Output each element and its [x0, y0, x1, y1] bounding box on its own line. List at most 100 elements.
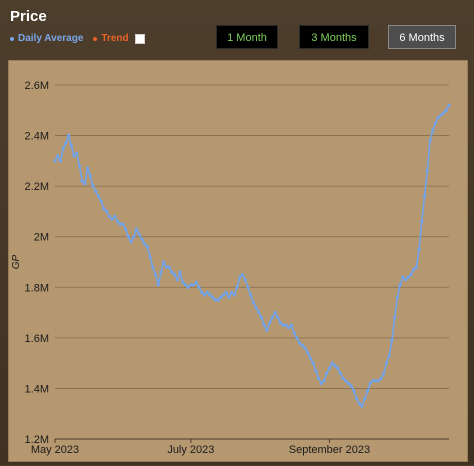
data-point	[64, 141, 68, 145]
data-point	[322, 379, 326, 383]
data-point	[56, 154, 60, 158]
data-point	[129, 240, 133, 244]
data-point	[276, 316, 280, 320]
data-point	[189, 283, 193, 287]
data-point	[121, 222, 125, 226]
data-point	[186, 285, 190, 289]
data-point	[211, 295, 215, 299]
x-tick-label: July 2023	[167, 444, 214, 456]
range-6-months-button[interactable]: 6 Months	[388, 25, 456, 49]
data-point	[428, 139, 432, 143]
data-point	[249, 293, 253, 297]
data-point	[422, 194, 427, 198]
data-point	[94, 189, 98, 193]
data-point	[298, 341, 302, 345]
y-tick-label: 1.6M	[25, 333, 49, 345]
data-point	[156, 283, 160, 287]
legend-daily-average[interactable]: Daily Average	[10, 33, 83, 44]
x-tick-label: September 2023	[289, 444, 370, 456]
data-point	[67, 134, 71, 138]
data-point	[243, 278, 247, 282]
data-point	[444, 108, 448, 112]
data-point	[412, 268, 416, 272]
data-point	[425, 169, 429, 173]
legend-trend[interactable]: Trend	[93, 33, 145, 44]
y-tick-label: 2.4M	[25, 131, 49, 143]
data-point	[159, 270, 163, 274]
data-point	[175, 278, 179, 282]
data-point	[262, 323, 266, 327]
data-point	[431, 128, 435, 133]
data-point	[140, 237, 144, 241]
data-point	[436, 116, 440, 120]
data-point	[208, 293, 212, 297]
data-point	[327, 366, 331, 370]
data-point	[376, 379, 380, 383]
data-point	[311, 361, 315, 365]
price-chart: 1.2M 1.4M 1.6M 1.8M 2M 2.2M 2.4M 2.6M GP May 2023…	[11, 80, 451, 456]
data-point	[145, 245, 149, 249]
data-point	[113, 214, 117, 219]
data-point	[346, 381, 351, 385]
data-point	[439, 113, 443, 117]
data-point	[105, 209, 109, 213]
data-point	[205, 290, 209, 294]
data-point	[390, 338, 394, 342]
data-point	[336, 366, 340, 370]
data-point	[265, 328, 269, 332]
data-point	[75, 151, 79, 155]
data-point	[447, 103, 451, 107]
y-tick-label: 2M	[34, 232, 49, 244]
data-point	[259, 316, 264, 320]
data-point	[77, 164, 82, 168]
trend-checkbox[interactable]	[134, 33, 145, 44]
legend-trend-label: Trend	[101, 33, 129, 44]
data-point	[384, 361, 389, 365]
data-point	[148, 255, 152, 259]
data-point	[349, 384, 353, 388]
data-point	[295, 336, 299, 340]
data-point	[355, 396, 359, 401]
data-point	[289, 323, 293, 327]
data-point	[118, 222, 122, 226]
data-point	[162, 260, 166, 264]
data-point	[124, 227, 128, 231]
data-point	[406, 275, 410, 279]
data-point	[268, 321, 272, 325]
data-point	[360, 404, 364, 408]
legend-dot-icon	[93, 36, 98, 41]
data-point	[251, 300, 255, 305]
data-point	[143, 242, 147, 246]
data-point	[202, 293, 206, 297]
range-3-months-button[interactable]: 3 Months	[299, 25, 369, 49]
data-point	[80, 179, 84, 183]
data-point	[183, 283, 187, 287]
legend: Daily Average Trend	[10, 33, 145, 44]
data-point	[317, 376, 321, 380]
data-point	[83, 182, 87, 186]
data-point	[273, 311, 277, 315]
range-1-month-button[interactable]: 1 Month	[216, 25, 278, 49]
legend-daily-average-label: Daily Average	[18, 33, 84, 44]
data-point	[308, 356, 312, 360]
data-point	[414, 265, 418, 269]
data-point	[132, 235, 136, 239]
series-line	[54, 104, 450, 408]
y-tick-label: 2.6M	[25, 80, 49, 92]
data-point	[257, 311, 261, 315]
data-point	[278, 321, 283, 325]
data-point	[164, 265, 168, 269]
data-point	[53, 159, 57, 163]
data-point	[96, 194, 101, 198]
data-point	[325, 371, 329, 375]
data-point	[292, 331, 296, 335]
data-point	[387, 354, 391, 358]
data-point	[115, 219, 120, 224]
data-point	[344, 379, 348, 383]
data-point	[235, 285, 239, 289]
data-point	[213, 298, 217, 302]
y-tick-label: 2.2M	[25, 181, 49, 193]
data-point	[371, 379, 375, 383]
y-axis-label: GP	[11, 254, 22, 269]
data-point	[357, 402, 361, 406]
